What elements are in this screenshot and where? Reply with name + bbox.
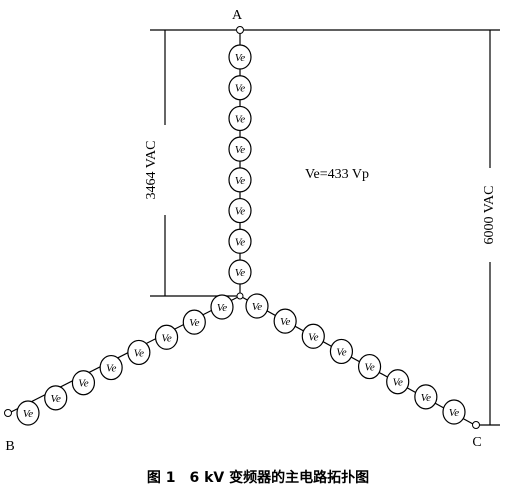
module-cell xyxy=(442,399,466,425)
module-cell xyxy=(154,324,179,350)
module-cell xyxy=(414,384,438,410)
module-label: Ve xyxy=(308,331,319,343)
terminal-label: B xyxy=(5,439,14,454)
module-label: Ve xyxy=(134,347,145,359)
module-label: Ve xyxy=(336,346,347,358)
module-label: Ve xyxy=(235,267,246,279)
module-label: Ve xyxy=(235,236,246,248)
module-label: Ve xyxy=(235,175,246,187)
module-cell xyxy=(228,136,252,162)
module-cell xyxy=(273,308,297,334)
terminal xyxy=(236,26,244,34)
module-label: Ve xyxy=(393,377,404,389)
module-label: Ve xyxy=(106,363,117,375)
module-cell xyxy=(329,338,354,365)
module-label: Ve xyxy=(235,83,246,95)
module-cell xyxy=(228,197,252,224)
module-label: Ve xyxy=(189,317,200,329)
module-cell xyxy=(127,339,151,366)
module-cell xyxy=(210,294,234,320)
module-label: Ve xyxy=(280,316,291,328)
module-label: Ve xyxy=(217,302,228,314)
module-label: Ve xyxy=(235,144,246,156)
terminal-label: C xyxy=(472,435,481,450)
module-label: Ve xyxy=(421,392,432,404)
module-cell xyxy=(357,353,382,380)
module-label: Ve xyxy=(364,362,375,374)
module-cell xyxy=(16,400,40,426)
module-cell xyxy=(228,228,252,254)
module-cell xyxy=(228,44,252,70)
module-cell xyxy=(228,75,252,101)
module-label: Ve xyxy=(51,393,62,405)
module-cell xyxy=(99,354,123,381)
module-label: Ve xyxy=(235,206,246,218)
module-label: Ve xyxy=(252,301,263,313)
module-label: Ve xyxy=(235,52,246,64)
module-cell xyxy=(228,105,252,132)
module-label: Ve xyxy=(161,332,172,344)
terminal xyxy=(472,421,480,429)
module-cell xyxy=(301,323,325,349)
module-cell xyxy=(44,385,68,411)
module-cell xyxy=(228,259,252,285)
module-cell xyxy=(228,167,252,193)
caption: 图 1 6 kV 变频器的主电路拓扑图 xyxy=(147,469,369,486)
module-label: Ve xyxy=(78,378,89,390)
module-label: Ve xyxy=(23,408,34,420)
terminal-label: A xyxy=(232,8,243,23)
module-cell xyxy=(71,370,96,396)
module-cell xyxy=(245,293,269,319)
dimension-label: 3464 VAC xyxy=(144,140,159,199)
module-cell xyxy=(386,369,410,395)
terminal xyxy=(4,409,12,417)
module-voltage: Ve=433 Vp xyxy=(305,167,369,182)
module-label: Ve xyxy=(449,407,460,419)
module-label: Ve xyxy=(235,113,246,125)
neutral-node xyxy=(236,292,244,300)
dimension-label: 6000 VAC xyxy=(482,185,497,244)
module-cell xyxy=(182,309,206,335)
